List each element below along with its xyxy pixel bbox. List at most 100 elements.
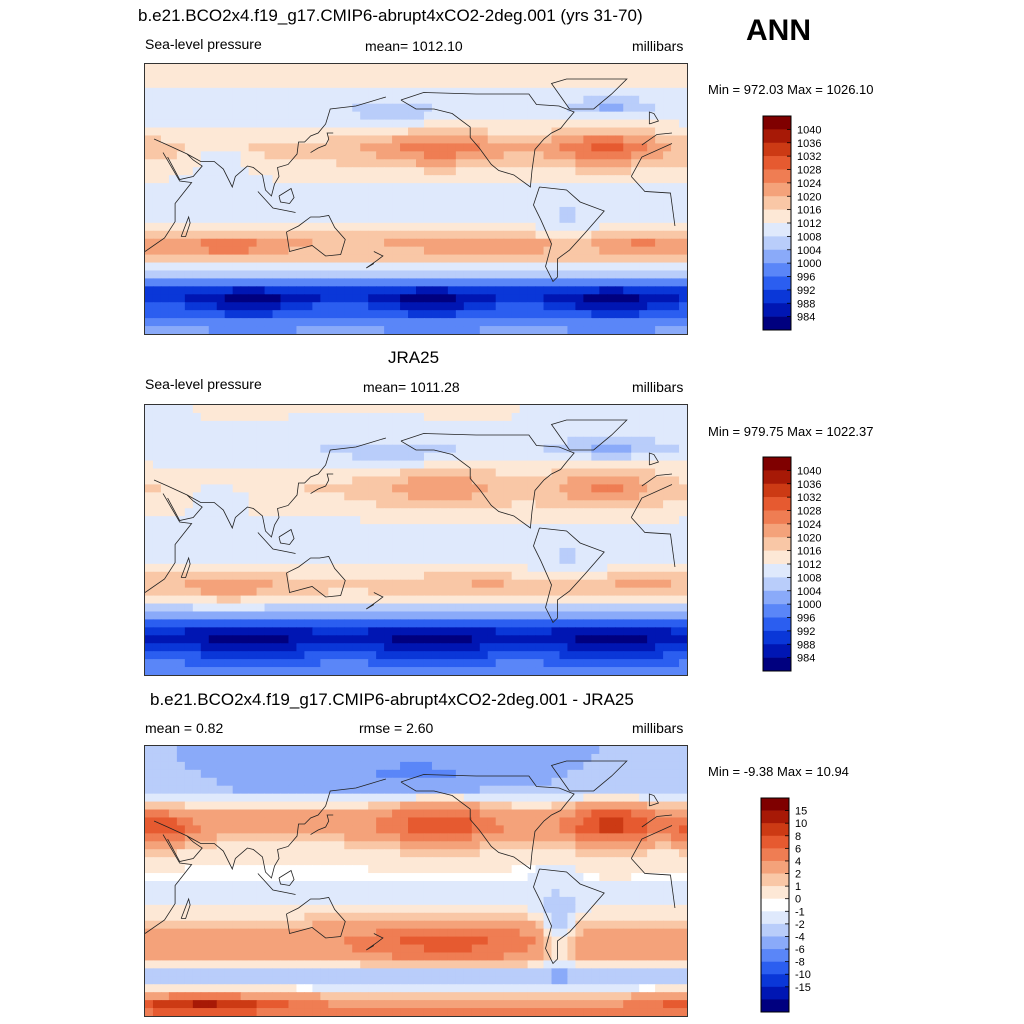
map-cell	[176, 318, 186, 327]
map-cell	[679, 532, 687, 541]
map-cell	[392, 135, 401, 144]
map-cell	[416, 222, 425, 232]
map-cell	[352, 420, 361, 430]
map-cell	[272, 643, 281, 652]
map-cell	[655, 199, 664, 208]
map-cell	[487, 278, 497, 287]
map-cell	[208, 761, 218, 771]
map-cell	[328, 540, 337, 549]
map-cell	[639, 294, 648, 303]
map-cell	[663, 262, 672, 271]
map-cell	[671, 294, 680, 303]
map-cell	[168, 753, 178, 763]
map-cell	[240, 619, 250, 628]
map-cell	[559, 508, 568, 517]
map-cell	[280, 532, 289, 541]
map-cell	[152, 595, 162, 605]
map-cell	[280, 492, 289, 501]
map-cell	[416, 508, 425, 517]
map-cell	[599, 286, 608, 295]
map-cell	[519, 286, 529, 295]
map-cell	[423, 71, 433, 81]
map-cell	[671, 103, 680, 113]
map-cell	[559, 563, 568, 573]
map-cell	[168, 500, 178, 509]
map-cell	[352, 175, 361, 184]
map-cell	[328, 286, 337, 295]
map-cell	[312, 587, 321, 597]
map-cell	[344, 468, 353, 477]
map-cell	[200, 127, 210, 136]
map-cell	[392, 547, 401, 557]
map-cell	[439, 428, 449, 438]
map-cell	[575, 310, 584, 319]
map-cell	[423, 103, 433, 113]
map-cell	[272, 611, 281, 620]
map-cell	[240, 500, 250, 509]
map-cell	[471, 230, 481, 240]
map-cell	[631, 302, 640, 311]
map-cell	[623, 460, 632, 470]
map-cell	[679, 476, 687, 485]
map-cell	[559, 64, 568, 73]
map-cell	[408, 238, 417, 248]
map-cell	[423, 603, 433, 612]
map-cell	[200, 579, 210, 589]
map-cell	[416, 405, 425, 414]
map-cell	[423, 254, 433, 264]
map-cell	[543, 428, 552, 438]
map-cell	[487, 71, 497, 81]
map-cell	[384, 516, 393, 525]
map-cell	[240, 468, 250, 477]
map-cell	[527, 262, 537, 271]
map-cell	[376, 619, 385, 628]
map-cell	[352, 476, 361, 485]
map-cell	[224, 643, 234, 652]
map-cell	[248, 246, 258, 256]
map-cell	[408, 619, 417, 628]
map-cell	[631, 206, 640, 216]
map-cell	[208, 769, 218, 779]
map-cell	[336, 318, 345, 327]
map-cell	[615, 651, 624, 660]
map-cell	[503, 214, 513, 224]
map-cell	[663, 238, 672, 248]
map-cell	[376, 71, 385, 81]
map-cell	[152, 405, 162, 414]
map-cell	[320, 318, 329, 327]
map-cell	[575, 746, 584, 755]
map-cell	[639, 468, 648, 477]
map-cell	[479, 420, 489, 430]
map-cell	[479, 579, 489, 589]
map-cell	[368, 428, 377, 438]
map-cell	[495, 238, 505, 248]
map-cell	[280, 524, 289, 533]
map-cell	[575, 79, 584, 89]
map-cell	[607, 127, 616, 136]
map-cell	[256, 460, 266, 470]
map-cell	[224, 468, 234, 477]
map-cell	[272, 254, 281, 264]
map-cell	[655, 579, 664, 589]
map-cell	[655, 611, 664, 620]
map-cell	[312, 286, 321, 295]
map-cell	[256, 294, 266, 303]
map-cell	[559, 238, 568, 248]
map-cell	[232, 127, 242, 136]
map-cell	[511, 524, 521, 533]
map-cell	[551, 547, 560, 557]
map-cell	[376, 753, 385, 763]
map-cell	[655, 310, 664, 319]
map-cell	[320, 151, 329, 160]
map-cell	[631, 412, 640, 422]
map-cell	[583, 484, 592, 493]
map-cell	[583, 627, 592, 636]
map-cell	[567, 111, 576, 121]
map-cell	[431, 310, 441, 319]
map-cell	[583, 127, 592, 136]
map-cell	[400, 428, 409, 438]
map-cell	[431, 318, 441, 327]
map-cell	[360, 103, 369, 113]
map-cell	[328, 532, 337, 541]
map-cell	[623, 119, 632, 129]
